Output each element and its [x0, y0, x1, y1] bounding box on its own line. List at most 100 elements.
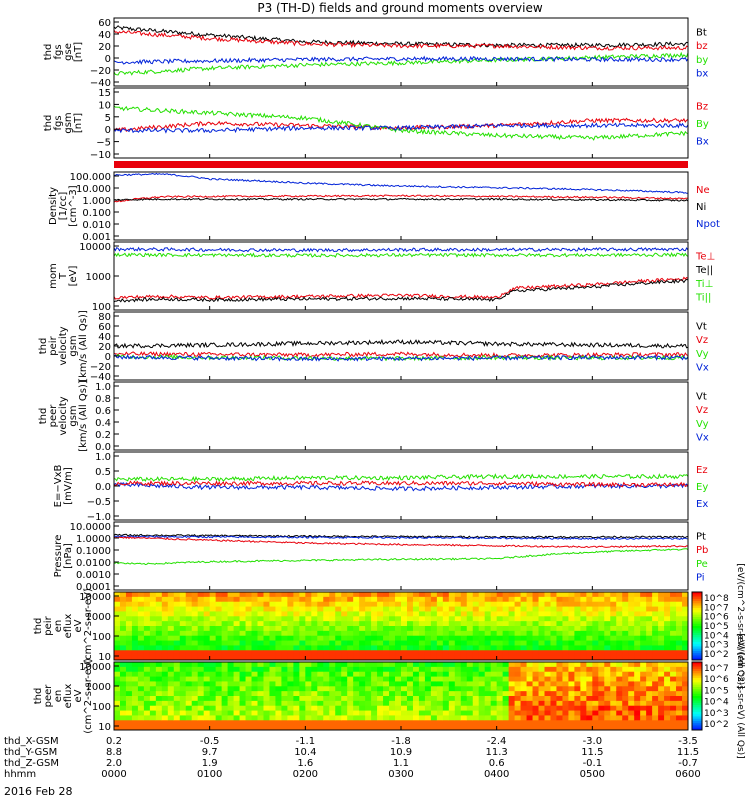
spectrogram-cell: [119, 630, 127, 637]
spectrogram-cell: [227, 715, 235, 721]
spectrogram-cell: [143, 720, 151, 726]
y-tick-label: 10: [98, 652, 111, 663]
spectrogram-cell: [221, 621, 229, 627]
spectrogram-cell: [227, 666, 235, 673]
spectrogram-cell: [305, 640, 312, 647]
spectrogram-cell: [622, 681, 629, 687]
spectrogram-cell: [436, 696, 444, 702]
spectrogram-cell: [173, 630, 181, 637]
spectrogram-cell: [131, 592, 139, 598]
spectrogram-cell: [257, 671, 265, 678]
spectrogram-cell: [436, 655, 444, 660]
spectrogram-cell: [592, 676, 599, 683]
spectrogram-cell: [377, 686, 384, 692]
spectrogram-cell: [293, 626, 300, 632]
spectrogram-cell: [377, 666, 384, 673]
spectrogram-cell: [622, 696, 629, 702]
spectrogram-cell: [311, 601, 318, 608]
spectrogram-cell: [185, 635, 193, 642]
spectrogram-cell: [173, 650, 181, 656]
spectrogram-cell: [209, 681, 217, 687]
spectrogram-cell: [389, 630, 396, 637]
spectrogram-cell: [323, 720, 330, 726]
spectrogram-cell: [131, 616, 139, 622]
spectrogram-cell: [514, 671, 522, 678]
spectrogram-cell: [179, 616, 187, 622]
spectrogram-cell: [640, 611, 647, 617]
spectrogram-cell: [401, 616, 408, 622]
spectrogram-cell: [652, 715, 659, 721]
spectrogram-cell: [406, 601, 414, 608]
spectrogram-cell: [395, 710, 402, 717]
spectrogram-cell: [359, 601, 366, 608]
spectrogram-cell: [119, 720, 127, 726]
spectrogram-cell: [263, 621, 271, 627]
spectrogram-cell: [197, 710, 205, 717]
spectrogram-cell: [580, 606, 587, 613]
spectrogram-cell: [233, 710, 241, 717]
spectrogram-cell: [424, 676, 432, 683]
spectrogram-cell: [670, 616, 677, 622]
spectrogram-cell: [185, 592, 193, 598]
spectrogram-cell: [562, 630, 570, 637]
spectrogram-cell: [574, 676, 581, 683]
spectrogram-cell: [191, 676, 199, 683]
spectrogram-cell: [604, 671, 611, 678]
spectrogram-cell: [418, 676, 426, 683]
plot-area: [114, 105, 688, 141]
y-label-line: E=−VxB: [53, 465, 64, 508]
spectrogram-cell: [335, 676, 342, 683]
spectrogram-cell: [496, 630, 504, 637]
spectrogram-cell: [592, 710, 599, 717]
spectrogram-cell: [544, 710, 552, 717]
spectrogram-cell: [646, 616, 653, 622]
spectrogram-cell: [323, 611, 330, 617]
spectrogram-cell: [442, 710, 450, 717]
spectrogram-cell: [155, 640, 163, 647]
spectrogram-cell: [167, 606, 175, 613]
spectrogram-cell: [401, 630, 408, 637]
spectrogram-cell: [604, 666, 611, 673]
spectrogram-cell: [454, 596, 462, 603]
spectrogram-cell: [311, 592, 318, 598]
spectrogram-cell: [329, 705, 336, 712]
spectrogram-cell: [323, 705, 330, 712]
spectrogram-cell: [161, 662, 169, 668]
spectrogram-cell: [227, 630, 235, 637]
spectrogram-cell: [604, 630, 611, 637]
spectrogram-cell: [179, 666, 187, 673]
spectrogram-cell: [556, 596, 564, 603]
spectrogram-cell: [167, 626, 175, 632]
spectrogram-cell: [161, 640, 169, 647]
spectrogram-cell: [221, 635, 229, 642]
colorbar-cell: [692, 700, 702, 704]
spectrogram-cell: [634, 676, 641, 683]
spectrogram-cell: [646, 640, 653, 647]
spectrogram-cell: [341, 626, 348, 632]
spectrogram-cell: [490, 696, 498, 702]
spectrogram-cell: [299, 666, 306, 673]
spectrogram-cell: [137, 705, 145, 712]
spectrogram-cell: [664, 715, 671, 721]
spectrogram-cell: [215, 640, 223, 647]
y-tick-label: 0.6: [95, 406, 111, 417]
spectrogram-cell: [365, 621, 372, 627]
spectrogram-cell: [227, 621, 235, 627]
spectrogram-cell: [275, 630, 283, 637]
spectrogram-cell: [125, 705, 133, 712]
spectrogram-cell: [251, 596, 259, 603]
spectrogram-cell: [155, 616, 163, 622]
spectrogram-cell: [317, 626, 324, 632]
spectrogram-cell: [520, 635, 528, 642]
spectrogram-cell: [257, 645, 265, 651]
spectrogram-cell: [347, 655, 354, 660]
colorbar-cell: [692, 603, 702, 607]
spectrogram-cell: [550, 696, 558, 702]
spectrogram-cell: [472, 700, 480, 707]
spectrogram-cell: [640, 710, 647, 717]
spectrogram-cell: [119, 705, 127, 712]
spectrogram-cell: [389, 645, 396, 651]
spectrogram-cell: [544, 616, 552, 622]
spectrogram-cell: [161, 655, 169, 660]
spectrogram-cell: [670, 681, 677, 687]
